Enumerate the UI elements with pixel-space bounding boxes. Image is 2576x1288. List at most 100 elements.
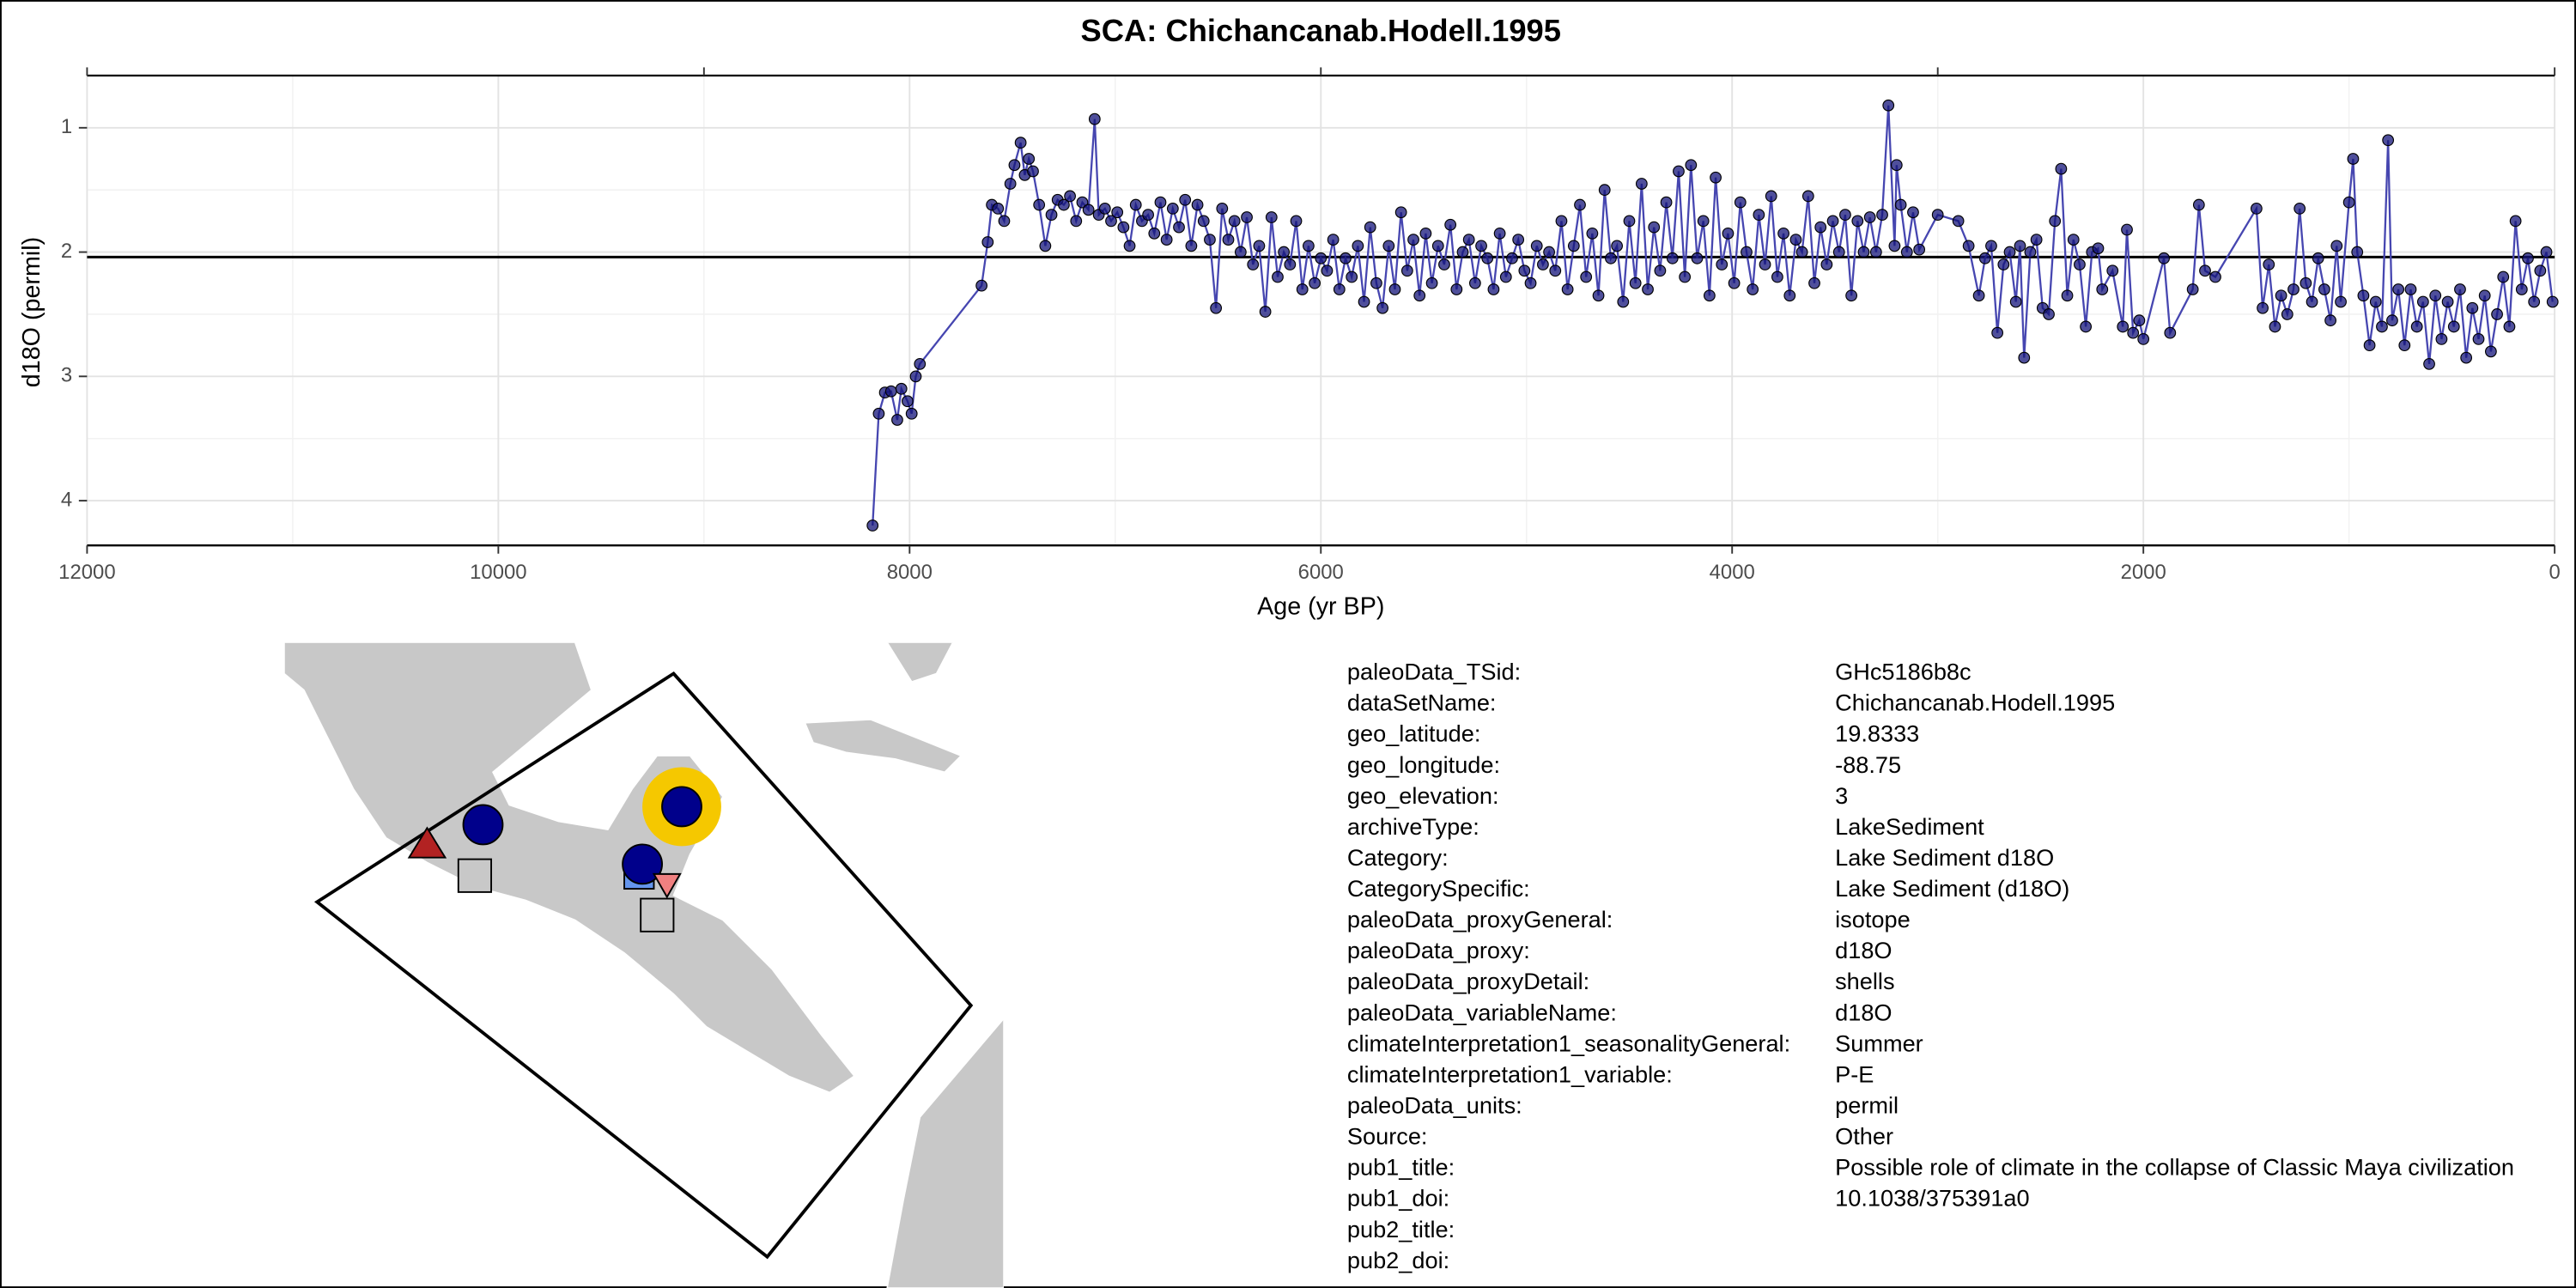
data-point [1222, 234, 1235, 246]
metadata-key: pub2_title: [1347, 1216, 1455, 1242]
data-point [1033, 198, 1046, 211]
data-point [1438, 258, 1450, 270]
data-point [1537, 258, 1549, 270]
y-tick-label: 1 [61, 115, 72, 138]
data-point [1863, 211, 1876, 223]
data-point [1814, 221, 1827, 234]
data-point [1991, 326, 2004, 339]
data-point [1407, 234, 1419, 246]
data-point [1783, 289, 1796, 302]
data-point [1580, 270, 1593, 283]
data-point [2369, 295, 2382, 308]
data-point [1882, 99, 1895, 112]
data-point [1747, 283, 1759, 295]
data-point [2300, 276, 2312, 289]
data-point [1555, 215, 1568, 228]
data-point [1801, 190, 1814, 203]
metadata-value: P-E [1835, 1060, 1874, 1087]
data-point [1173, 221, 1185, 234]
data-point [1734, 196, 1747, 209]
data-point [2293, 203, 2306, 215]
data-point [1105, 215, 1117, 228]
land [283, 642, 856, 1094]
data-point [1978, 252, 1991, 264]
metadata-key: geo_latitude: [1347, 720, 1481, 747]
site-marker [640, 897, 675, 933]
data-point [998, 215, 1011, 228]
data-point [2049, 215, 2062, 228]
metadata-value: Summer [1835, 1030, 1923, 1056]
x-tick-label: 6000 [1298, 561, 1344, 584]
x-tick-label: 10000 [470, 561, 526, 584]
x-axis-label: Age (yr BP) [1257, 592, 1384, 620]
data-point [1673, 165, 1685, 178]
metadata-value: isotope [1835, 906, 1911, 933]
data-point [1851, 215, 1864, 228]
data-point [1549, 264, 1562, 277]
data-point [2330, 240, 2343, 252]
metadata-key: pub1_doi: [1347, 1185, 1449, 1212]
data-point [1481, 252, 1494, 264]
data-point [1376, 301, 1388, 314]
data-point [1014, 137, 1027, 149]
data-point [2043, 308, 2055, 320]
data-point [2003, 246, 2016, 258]
data-point [1826, 215, 1839, 228]
data-point [1210, 301, 1223, 314]
data-point [2376, 320, 2388, 333]
data-point [1058, 198, 1070, 211]
data-point [1358, 295, 1370, 308]
data-point [1148, 227, 1161, 240]
data-point [2491, 308, 2503, 320]
data-point [2055, 162, 2068, 175]
data-point [1064, 190, 1076, 203]
data-point [1710, 171, 1722, 184]
metadata-value: Lake Sediment (d18O) [1835, 875, 2069, 902]
data-point [2454, 283, 2466, 295]
data-point [1197, 215, 1210, 228]
metadata-value: Chichancanab.Hodell.1995 [1835, 690, 2115, 716]
data-point [2269, 320, 2281, 333]
metadata-key: Category: [1347, 844, 1449, 871]
data-point [1493, 227, 1506, 240]
data-point [1623, 215, 1636, 228]
data-point [2351, 246, 2364, 258]
x-tick-label: 8000 [887, 561, 933, 584]
data-point [1364, 221, 1376, 234]
metadata-key: pub1_title: [1347, 1154, 1455, 1181]
data-point [1808, 276, 1820, 289]
data-point [2080, 320, 2093, 333]
data-point [891, 414, 903, 426]
metadata-value: 10.1038/375391a0 [1835, 1185, 2030, 1212]
data-point [1629, 276, 1642, 289]
data-point [1004, 178, 1017, 190]
data-point [1543, 246, 1555, 258]
data-point [1845, 289, 1858, 302]
data-point [1444, 218, 1457, 231]
data-point [1129, 198, 1142, 211]
data-point [2363, 339, 2376, 352]
data-point [1876, 209, 1888, 222]
x-tick-label: 0 [2549, 561, 2560, 584]
data-point [1617, 295, 1630, 308]
data-point [1592, 289, 1605, 302]
data-point [1518, 264, 1531, 277]
data-point [2534, 264, 2547, 277]
data-point [1413, 289, 1426, 302]
data-point [1272, 270, 1284, 283]
data-point [2192, 198, 2205, 211]
data-point [1388, 283, 1401, 295]
metadata-value: 3 [1835, 782, 1848, 809]
data-point [2158, 252, 2171, 264]
metadata-value: Other [1835, 1123, 1893, 1150]
data-point [1419, 227, 1432, 240]
data-point [1179, 193, 1192, 206]
site-marker [622, 843, 664, 885]
data-point [2257, 301, 2269, 314]
metadata-value: d18O [1835, 999, 1892, 1025]
y-tick-label: 4 [61, 488, 72, 511]
data-point [1154, 196, 1167, 209]
data-point [1027, 165, 1039, 178]
data-point [1008, 159, 1021, 172]
